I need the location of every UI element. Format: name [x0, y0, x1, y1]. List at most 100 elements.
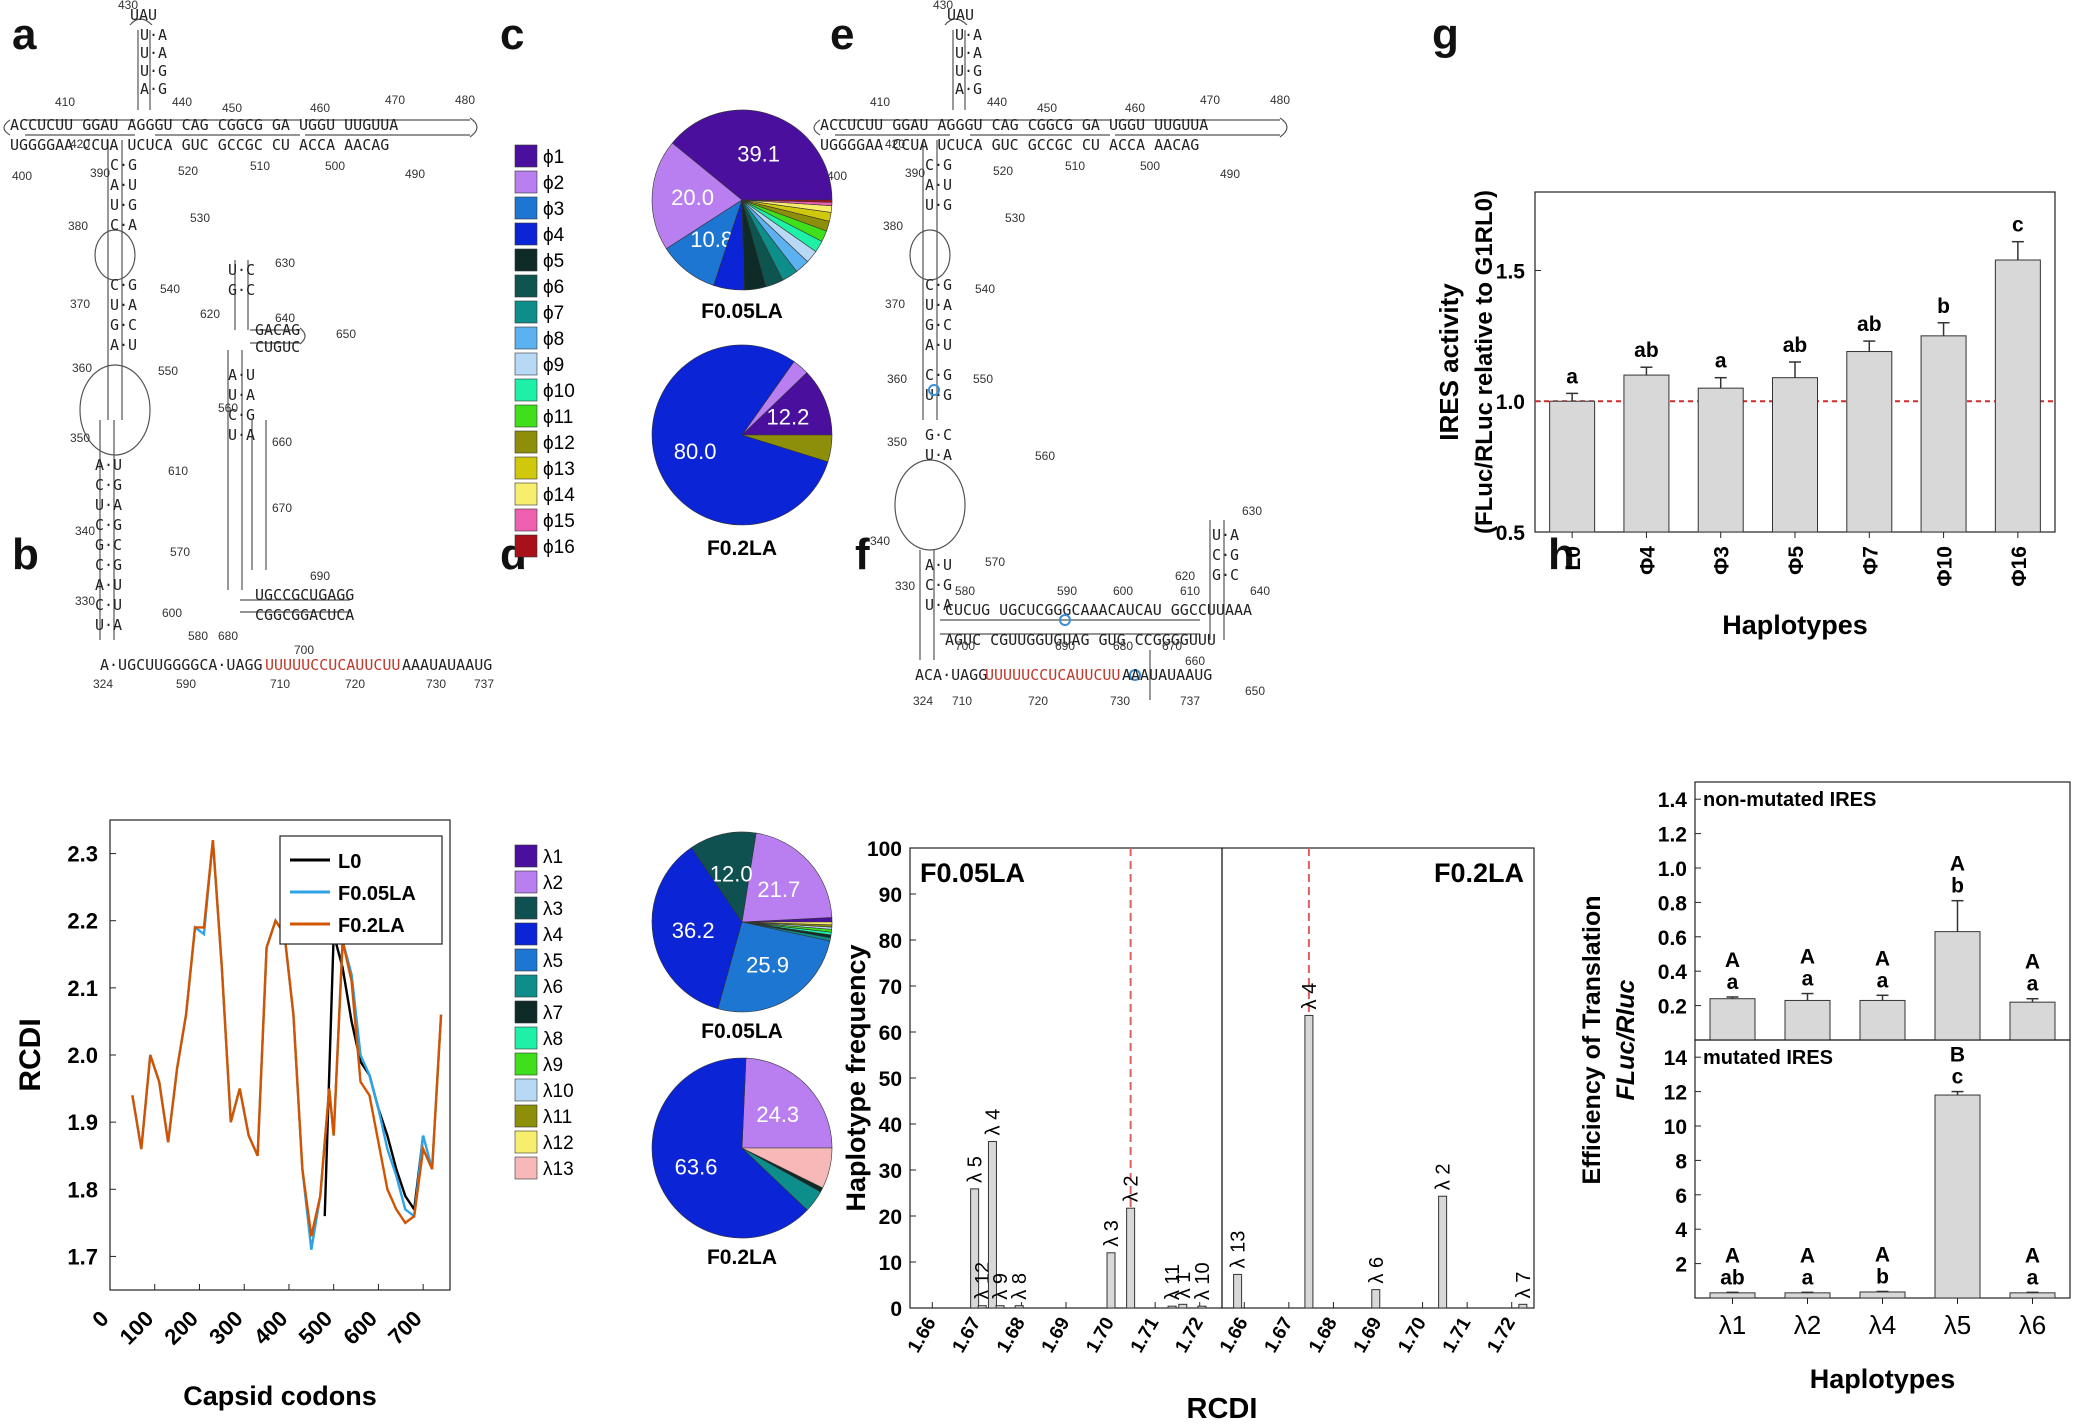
legend-label-c-8: ϕ9 [543, 355, 564, 376]
legend-label-b-0: L0 [338, 851, 361, 873]
ylabel-b: RCDI [14, 1018, 47, 1091]
svg-text:C·G: C·G [95, 476, 122, 494]
xtick-label-f-0-0: 1.66 [904, 1314, 941, 1357]
legend-swatch-d-8 [514, 1052, 538, 1076]
series-line-L0 [323, 933, 425, 1217]
legend-label-c-15: ϕ16 [543, 537, 575, 558]
legend-swatch-d-9 [514, 1078, 538, 1102]
bar-g-5 [1920, 335, 1967, 533]
pie-d0-slice-4 [717, 921, 831, 1013]
svg-text:C·G: C·G [925, 276, 952, 294]
svg-text:C·A: C·A [110, 216, 137, 234]
legend-swatch-d-3 [514, 922, 538, 946]
xtick-label-h-4: λ6 [2019, 1310, 2046, 1340]
svg-text:U·A: U·A [925, 596, 952, 614]
structure-a-tail: AAAUAUAAUG [402, 656, 492, 674]
num-a-20: 630 [275, 256, 295, 270]
bar-g-3 [1772, 377, 1818, 533]
legend-label-c-10: ϕ11 [543, 407, 573, 428]
svg-text:U·A: U·A [228, 386, 255, 404]
legend-swatch-c-13 [514, 482, 538, 506]
xtick-label-b-3: 300 [204, 1306, 248, 1350]
legend-swatch-c-2 [514, 196, 538, 220]
legend-label-d-10: λ11 [543, 1107, 572, 1128]
ytick-label-h-0-4: 1.0 [1658, 858, 1687, 881]
pie-d0-slice-11 [741, 921, 833, 926]
ytick-label-f-9: 90 [879, 884, 902, 907]
subpanel-title-h-0: non-mutated IRES [1703, 789, 1876, 811]
bar-f-0-3 [995, 1305, 1005, 1309]
num-a-4: 450 [222, 101, 242, 115]
bar-label-f-1-4: λ 7 [1513, 1272, 1535, 1299]
legend-swatch-c-3 [514, 222, 538, 246]
legend-swatch-d-6 [514, 1000, 538, 1024]
xtick-label-b-7: 700 [383, 1306, 427, 1350]
legend-swatch-d-4 [514, 948, 538, 972]
legend-swatch-c-4 [514, 248, 538, 272]
num-e-31: 640 [1250, 584, 1270, 598]
svg-text:U·A: U·A [228, 426, 255, 444]
num-e-36: 690 [1055, 639, 1075, 653]
num-e-7: 480 [1270, 93, 1290, 107]
ytick-label-b-4: 2.1 [67, 976, 98, 1001]
lower-letter-h-1-0: ab [1720, 1266, 1745, 1289]
num-a-6: 470 [385, 93, 405, 107]
bar-f-0-4 [1014, 1305, 1024, 1309]
xlabel-h: Haplotypes [1810, 1364, 1956, 1394]
xtick-label-f-1-1: 1.67 [1261, 1314, 1298, 1357]
svg-text:C·G: C·G [95, 516, 122, 534]
legend-swatch-d-5 [514, 974, 538, 998]
bar-label-f-1-3: λ 2 [1433, 1164, 1455, 1191]
ylabel-g-2: (FLuc/RLuc relative to G1RL0) [1471, 190, 1498, 534]
svg-text:A·U: A·U [110, 336, 137, 354]
num-e-42: 324 [913, 694, 933, 708]
num-e-5: 460 [1125, 101, 1145, 115]
ytick-label-h-1-2: 6 [1675, 1185, 1687, 1208]
num-a-18: 550 [158, 364, 178, 378]
xtick-label-f-0-3: 1.69 [1038, 1314, 1075, 1357]
ytick-label-f-8: 80 [879, 930, 902, 953]
panel-title-f-1: F0.2LA [1434, 858, 1524, 888]
structure-a-bottom-strand: A·UGCUUGGGGCA·UAGG [100, 656, 263, 674]
ytick-label-g-0: 0.5 [1496, 522, 1526, 545]
svg-text:CGGCGGACUCA: CGGCGGACUCA [255, 606, 354, 624]
num-a-2: 420 [70, 137, 90, 151]
num-a-11: 510 [250, 159, 270, 173]
legend-swatch-c-11 [514, 430, 538, 454]
svg-text:G·C: G·C [925, 426, 952, 444]
num-a-0: 430 [118, 0, 138, 12]
legend-swatch-d-10 [514, 1104, 538, 1128]
num-e-39: 720 [1028, 694, 1048, 708]
legend-swatch-d-12 [514, 1156, 538, 1180]
xtick-label-f-1-2: 1.68 [1305, 1314, 1342, 1357]
legend-label-c-0: ϕ1 [543, 147, 564, 168]
pie-c0-value-0: 39.1 [737, 141, 780, 166]
pie-d0-slice-1 [741, 832, 833, 923]
letter-g-6: c [2012, 214, 2024, 237]
xtick-label-h-1: λ2 [1794, 1310, 1821, 1340]
pie-title-d0: F0.05LA [701, 1020, 783, 1043]
num-a-30: 570 [170, 545, 190, 559]
xtick-label-f-0-5: 1.71 [1127, 1314, 1164, 1357]
svg-text:U·A: U·A [925, 446, 952, 464]
bar-label-f-0-2: λ 4 [982, 1109, 1004, 1136]
svg-text:CUGUC: CUGUC [255, 338, 300, 356]
ytick-label-h-1-1: 4 [1675, 1219, 1687, 1242]
pie-c1-value-0: 12.2 [766, 404, 809, 429]
svg-text:A·U: A·U [110, 176, 137, 194]
svg-text:C·G: C·G [95, 556, 122, 574]
lower-letter-h-0-1: a [1802, 968, 1814, 991]
letter-g-0: a [1566, 365, 1578, 388]
xtick-label-b-0: 0 [87, 1306, 113, 1332]
num-e-20: 350 [887, 435, 907, 449]
legend-swatch-c-8 [514, 352, 538, 376]
svg-text:G·C: G·C [925, 316, 952, 334]
ytick-label-h-1-6: 14 [1664, 1047, 1688, 1070]
num-e-15: 380 [883, 219, 903, 233]
num-e-16: 540 [975, 282, 995, 296]
svg-text:U·A: U·A [140, 44, 167, 62]
pie-c1-value-3: 80.0 [674, 439, 717, 464]
legend-swatch-c-15 [514, 534, 538, 558]
structure-a-numbers: 430 410 420 440 450 460 470 480 400 390 … [12, 0, 494, 691]
bar-f-0-7 [1167, 1305, 1177, 1309]
